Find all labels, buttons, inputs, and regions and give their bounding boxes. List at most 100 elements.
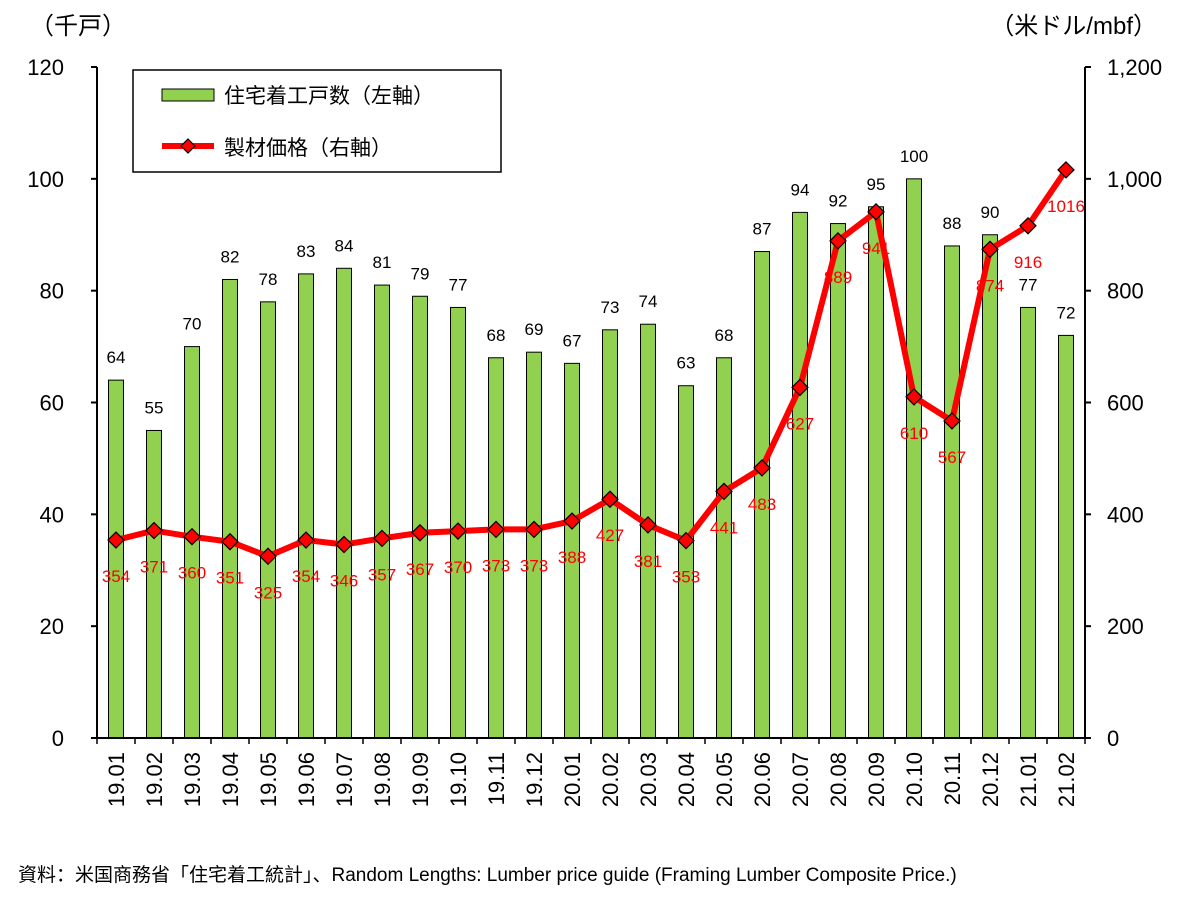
price-value-label: 354	[102, 567, 130, 586]
price-value-label: 360	[178, 564, 206, 583]
bar	[488, 357, 504, 739]
price-value-label: 354	[292, 567, 320, 586]
left-tick-label: 40	[40, 502, 64, 527]
legend-line-label: 製材価格（右軸）	[224, 137, 392, 160]
left-tick-label: 20	[40, 614, 64, 639]
price-value-label: 388	[558, 548, 586, 567]
price-marker	[259, 547, 277, 566]
bar	[716, 357, 732, 739]
price-marker	[677, 531, 695, 550]
price-line	[115, 168, 1069, 560]
bar	[108, 379, 124, 739]
bar-value-label: 87	[753, 220, 772, 239]
bar	[944, 245, 960, 739]
bar-value-label: 74	[639, 292, 658, 311]
price-marker	[373, 529, 391, 548]
bar-value-label: 72	[1057, 303, 1076, 322]
left-tick-label: 80	[40, 279, 64, 304]
bar-value-label: 67	[563, 331, 582, 350]
price-marker	[145, 521, 163, 540]
right-axis-unit: （米ドル/mbf）	[990, 13, 1157, 40]
price-value-label: 483	[748, 495, 776, 514]
x-tick-label: 20.09	[864, 752, 889, 807]
bar	[298, 273, 314, 739]
price-value-label: 373	[482, 556, 510, 575]
price-marker	[867, 202, 885, 221]
x-tick-label: 20.01	[560, 752, 585, 807]
price-value-label: 367	[406, 560, 434, 579]
bar	[526, 351, 542, 739]
price-value-label: 370	[444, 558, 472, 577]
price-marker	[221, 532, 239, 551]
price-value-label: 916	[1014, 253, 1042, 272]
legend: 住宅着工戸数（左軸） 製材価格（右軸）	[132, 69, 502, 173]
x-tick-label: 20.10	[902, 752, 927, 807]
x-tick-label: 19.09	[408, 752, 433, 807]
x-tick-label: 20.04	[674, 752, 699, 807]
price-marker	[183, 527, 201, 546]
price-marker	[791, 378, 809, 397]
x-tick-label: 19.05	[256, 752, 281, 807]
bar	[374, 284, 390, 739]
x-tick-label: 19.02	[142, 752, 167, 807]
bar-value-label: 68	[487, 326, 506, 345]
price-marker	[335, 535, 353, 554]
price-marker	[297, 531, 315, 549]
x-tick-label: 20.06	[750, 752, 775, 807]
x-tick-label: 19.04	[218, 752, 243, 807]
price-value-label: 627	[786, 414, 814, 433]
x-tick-label: 20.08	[826, 752, 851, 807]
right-tick-label: 800	[1107, 279, 1144, 304]
bar-value-label: 78	[259, 270, 278, 289]
x-tick-label: 19.06	[294, 752, 319, 807]
legend-bar-label: 住宅着工戸数（左軸）	[224, 85, 434, 108]
price-marker	[411, 523, 429, 542]
price-marker	[753, 459, 771, 477]
price-value-label: 889	[824, 268, 852, 287]
price-value-label: 325	[254, 583, 282, 602]
price-marker	[449, 522, 467, 540]
price-value-label: 357	[368, 565, 396, 584]
bar-value-label: 92	[829, 192, 848, 211]
price-marker	[487, 520, 505, 539]
price-value-label: 567	[938, 448, 966, 467]
price-value-label: 941	[862, 239, 890, 258]
bar	[412, 295, 428, 739]
bar-value-label: 79	[411, 264, 430, 283]
price-value-label: 353	[672, 568, 700, 587]
price-marker	[563, 512, 581, 530]
bar	[982, 234, 998, 739]
price-marker	[943, 412, 961, 430]
bar	[1020, 306, 1036, 739]
x-tick-label: 20.07	[788, 752, 813, 807]
bar	[146, 429, 162, 739]
bar	[336, 267, 352, 739]
legend-box	[132, 69, 502, 173]
bar-value-label: 77	[1019, 275, 1038, 294]
source-note: 資料：米国商務省「住宅着工統計」、Random Lengths: Lumber …	[18, 865, 957, 886]
right-tick-label: 1,200	[1107, 55, 1162, 80]
price-marker	[905, 388, 923, 406]
bar-value-label: 88	[943, 214, 962, 233]
right-tick-label: 1,000	[1107, 167, 1162, 192]
price-value-label: 874	[976, 276, 1004, 295]
price-marker	[639, 516, 657, 534]
right-tick-label: 0	[1107, 726, 1119, 751]
x-tick-label: 20.12	[978, 752, 1003, 807]
x-tick-label: 20.03	[636, 752, 661, 807]
price-marker	[1057, 161, 1075, 179]
bar-value-label: 83	[297, 242, 316, 261]
price-value-label: 346	[330, 572, 358, 591]
bar	[792, 211, 808, 739]
right-tick-label: 400	[1107, 502, 1144, 527]
bar	[906, 178, 922, 739]
price-marker	[829, 232, 847, 250]
right-tick-label: 200	[1107, 614, 1144, 639]
bar	[678, 385, 694, 739]
price-marker	[715, 482, 733, 501]
price-marker	[107, 531, 125, 549]
bar	[830, 223, 846, 739]
price-marker	[1019, 216, 1037, 235]
x-tick-label: 20.02	[598, 752, 623, 807]
bar	[1058, 334, 1074, 739]
